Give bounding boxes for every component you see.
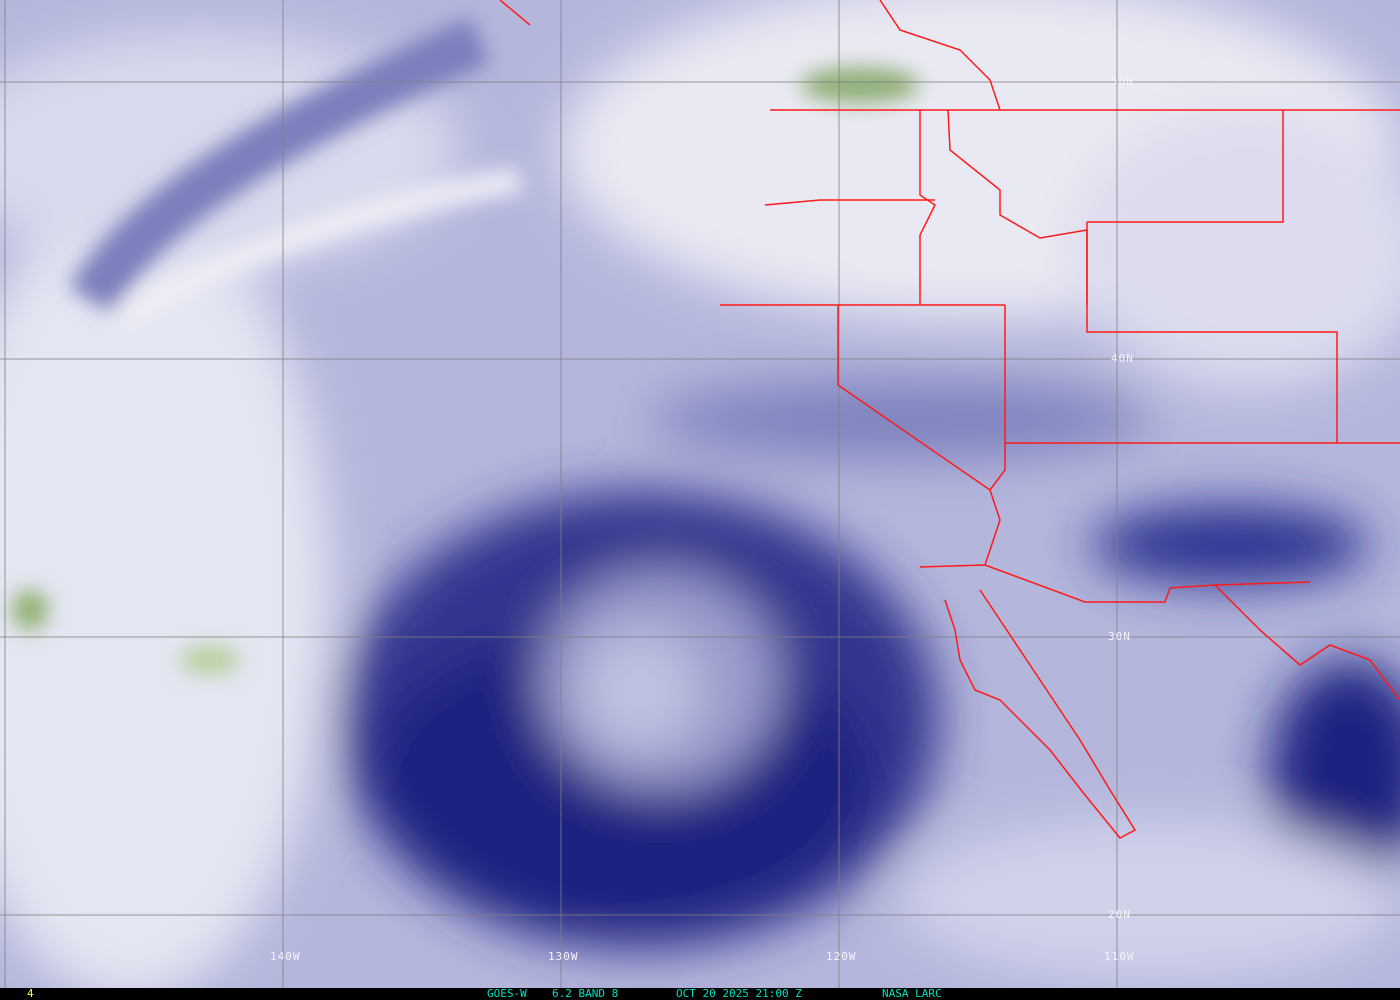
- lon-label-130w: 130W: [548, 950, 579, 963]
- lat-label-40n: 40N: [1111, 352, 1134, 365]
- wa-or-border: [764, 199, 935, 206]
- lon-label-140w: 140W: [270, 950, 301, 963]
- lat-label-30n: 30N: [1108, 630, 1131, 643]
- satellite-name: GOES-W: [487, 987, 527, 1000]
- baja-coast: [944, 589, 1137, 839]
- timestamp: OCT 20 2025 21:00 Z: [676, 987, 802, 1000]
- coastline: [499, 0, 531, 26]
- political-borders: [499, 0, 1400, 839]
- band-label: 6.2 BAND 8: [552, 987, 619, 1000]
- source-label: NASA LARC: [882, 987, 942, 1000]
- lon-label-120w: 120W: [826, 950, 857, 963]
- info-bar: 4 GOES-W 6.2 BAND 8 OCT 20 2025 21:00 Z …: [0, 988, 1400, 1000]
- lat-label-20n: 20N: [1108, 908, 1131, 921]
- lon-label-110w: 110W: [1104, 950, 1135, 963]
- lat-label-50n: 50N: [1111, 75, 1134, 88]
- frame-number: 4: [27, 987, 34, 1000]
